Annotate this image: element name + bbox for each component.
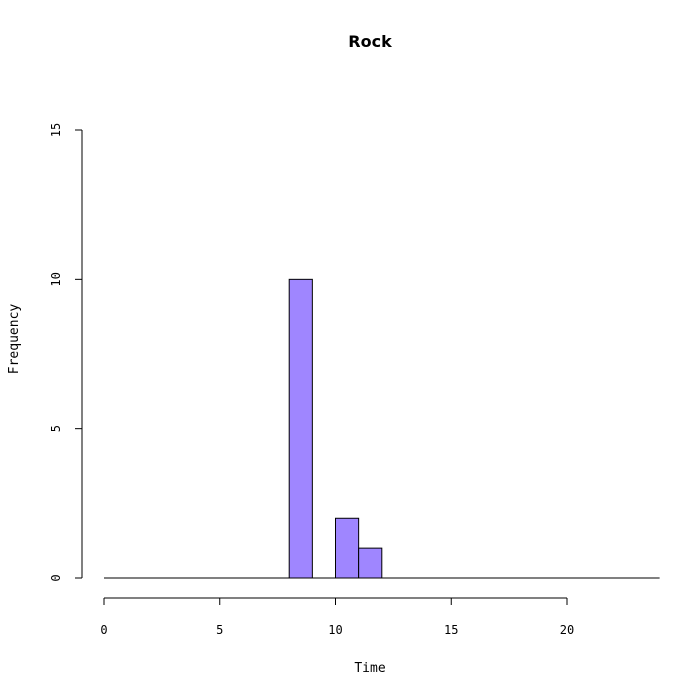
bars-group bbox=[104, 278, 660, 579]
y-tick-label-0: 0 bbox=[49, 574, 63, 581]
y-axis: 0 5 10 15 bbox=[49, 123, 83, 582]
chart-title: Rock bbox=[348, 32, 392, 51]
x-axis-label: Time bbox=[354, 661, 385, 676]
y-tick-label-2: 10 bbox=[49, 272, 63, 286]
x-tick-label-1: 5 bbox=[216, 623, 223, 637]
x-tick-label-4: 20 bbox=[560, 623, 574, 637]
bar-10 bbox=[335, 517, 360, 579]
y-axis-label: Frequency bbox=[7, 304, 22, 375]
y-tick-label-3: 15 bbox=[49, 123, 63, 137]
bar-8 bbox=[288, 278, 313, 579]
x-axis: 0 5 10 15 20 bbox=[100, 597, 574, 637]
x-tick-label-2: 10 bbox=[328, 623, 342, 637]
x-tick-label-0: 0 bbox=[100, 623, 107, 637]
x-tick-label-3: 15 bbox=[444, 623, 458, 637]
bar-11 bbox=[358, 547, 383, 579]
y-tick-label-1: 5 bbox=[49, 425, 63, 432]
